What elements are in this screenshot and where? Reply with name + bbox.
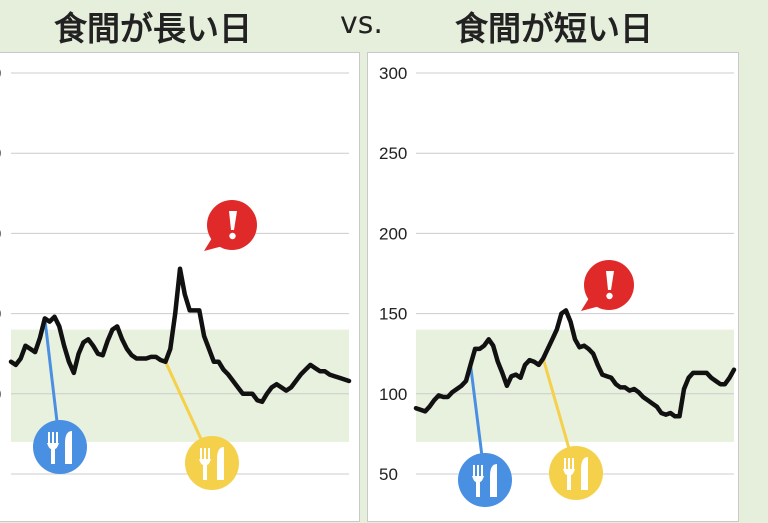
fork-handle (472, 476, 484, 497)
fork-handle (563, 469, 575, 490)
fork-tine (564, 458, 566, 470)
fork-tine (200, 448, 202, 460)
fork-tine (477, 465, 479, 477)
vs-label: vs. (340, 6, 383, 41)
y-tick-label: 100 (0, 385, 1, 404)
alert-pointer (204, 238, 223, 251)
y-tick-label: 100 (379, 385, 407, 404)
knife-shape (217, 447, 224, 480)
y-tick-label: 200 (0, 224, 1, 243)
exclamation-dot (229, 232, 236, 240)
glucose-series-line (413, 308, 737, 419)
alert-pointer (581, 298, 600, 311)
y-tick-label: 150 (0, 305, 1, 324)
meal-icon-yellow (549, 446, 603, 500)
right-title: 食間が短い日 (455, 9, 653, 48)
target-range-band (416, 329, 734, 442)
y-tick-label: 200 (379, 224, 407, 243)
meal-icon-yellow (185, 436, 239, 490)
alert-icon (204, 200, 257, 251)
fork-handle (199, 459, 211, 480)
fork-tine (52, 432, 54, 444)
meal-icon-blue (33, 420, 87, 474)
fork-tine (204, 448, 206, 460)
meal-icon-circle (185, 436, 239, 490)
fork-handle (47, 443, 59, 464)
glucose-series-line (8, 266, 352, 405)
chart-short-interval: 50 100 150 200 250 300 (379, 64, 737, 507)
fork-tine (48, 432, 50, 444)
y-tick-label: 250 (379, 144, 407, 163)
y-tick-label: 150 (379, 305, 407, 324)
exclamation-bar (229, 211, 237, 230)
meal-icon-circle (458, 453, 512, 507)
y-tick-label: 50 (379, 465, 398, 484)
knife-shape (65, 431, 72, 464)
fork-tine (56, 432, 58, 444)
fork-tine (568, 458, 570, 470)
left-title: 食間が長い日 (54, 9, 252, 48)
header: 食間が長い日 vs. 食間が短い日 (0, 0, 768, 50)
alert-icon (581, 260, 634, 311)
meal-icon-circle (549, 446, 603, 500)
meal-icon-circle (33, 420, 87, 474)
knife-shape (581, 457, 588, 490)
knife-shape (490, 464, 497, 497)
y-tick-label: 250 (0, 144, 1, 163)
exclamation-dot (606, 292, 613, 300)
fork-tine (572, 458, 574, 470)
chart-panel-short-interval: 50 100 150 200 250 300 (367, 52, 739, 522)
fork-tine (473, 465, 475, 477)
meal-icon-blue (458, 453, 512, 507)
exclamation-bar (606, 271, 614, 290)
y-tick-label: 300 (379, 64, 407, 83)
fork-tine (481, 465, 483, 477)
y-tick-label: 300 (0, 64, 1, 83)
fork-tine (208, 448, 210, 460)
